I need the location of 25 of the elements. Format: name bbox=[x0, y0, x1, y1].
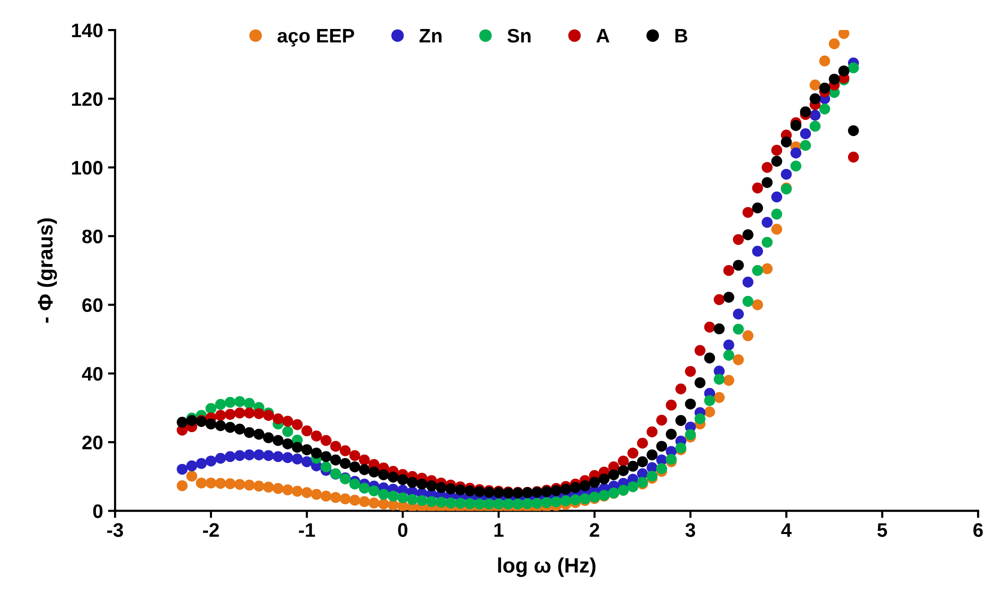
y-tick-label: 60 bbox=[82, 298, 102, 312]
x-tick-label: 2 bbox=[590, 523, 600, 537]
legend-label: Sn bbox=[507, 28, 531, 43]
legend-label: aço EEP bbox=[278, 29, 354, 46]
x-tick-label: 1 bbox=[494, 523, 504, 537]
x-axis-title: log ω (Hz) bbox=[498, 557, 596, 577]
x-tick-label: -3 bbox=[107, 523, 124, 537]
y-tick-label: 0 bbox=[93, 504, 102, 518]
legend-label: B bbox=[675, 29, 688, 42]
x-tick-label: -1 bbox=[298, 523, 315, 537]
y-tick-label: 140 bbox=[72, 24, 102, 38]
y-tick-label: 20 bbox=[82, 436, 102, 450]
legend-label: A bbox=[596, 29, 610, 42]
x-tick-label: -2 bbox=[203, 523, 219, 537]
y-tick-label: 80 bbox=[82, 230, 102, 244]
x-tick-label: 5 bbox=[877, 523, 888, 537]
y-tick-label: 40 bbox=[82, 366, 102, 381]
legend-label: Zn bbox=[420, 29, 442, 42]
y-tick-label: 120 bbox=[72, 92, 102, 106]
x-tick-label: 0 bbox=[398, 523, 408, 537]
x-tick-label: 6 bbox=[973, 523, 983, 537]
x-tick-label: 4 bbox=[781, 523, 792, 537]
y-tick-label: 100 bbox=[72, 160, 102, 175]
x-tick-label: 3 bbox=[685, 523, 696, 537]
y-axis-title: - Φ (graus) bbox=[37, 218, 57, 323]
